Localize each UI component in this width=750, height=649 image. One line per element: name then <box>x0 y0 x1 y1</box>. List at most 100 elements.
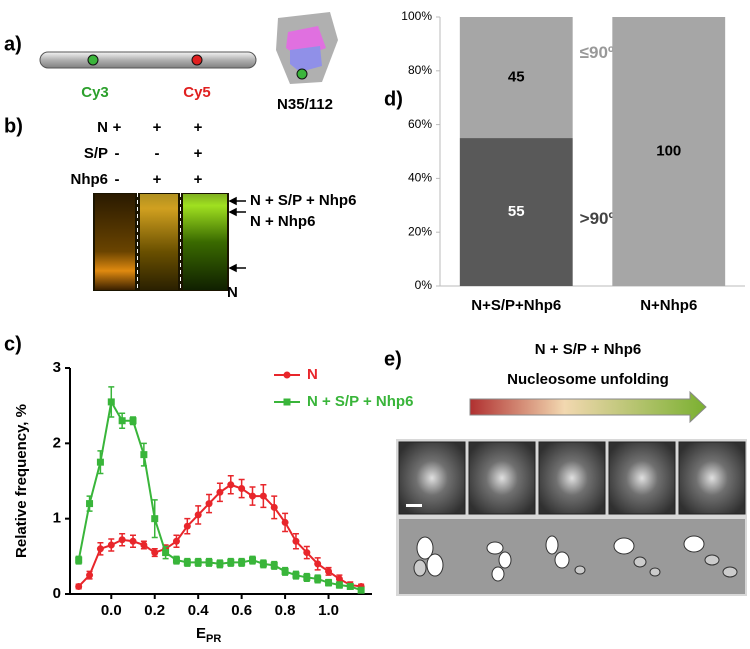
point <box>303 549 311 557</box>
row-label: S/P <box>84 145 108 162</box>
dna-rod <box>39 51 257 69</box>
point <box>238 558 246 566</box>
y-tick-label: 80% <box>408 63 432 77</box>
point <box>270 561 278 569</box>
point <box>227 481 235 489</box>
point <box>292 571 300 579</box>
point <box>86 500 94 508</box>
point <box>107 398 115 406</box>
legend-marker <box>283 398 291 406</box>
point <box>292 537 300 545</box>
point <box>281 567 289 575</box>
value-label: 55 <box>508 203 525 220</box>
point <box>86 571 94 579</box>
point <box>227 558 235 566</box>
bar-segment <box>459 138 573 286</box>
point <box>151 549 159 557</box>
point <box>335 581 343 589</box>
point <box>335 575 343 583</box>
x-tick-label: 0.4 <box>188 602 210 619</box>
y-tick-label: 0 <box>53 585 61 602</box>
point <box>270 503 278 511</box>
lane-sign: - <box>115 171 120 188</box>
point <box>216 488 224 496</box>
point <box>194 558 202 566</box>
point <box>75 582 83 590</box>
point <box>281 518 289 526</box>
row-label: Nhp6 <box>71 171 109 188</box>
value-label: 100 <box>656 142 681 159</box>
lane-sign: + <box>153 171 162 188</box>
construct-label: N35/112 <box>277 96 333 113</box>
gel-lane <box>183 194 227 290</box>
x-tick-label: N+S/P+Nhp6 <box>471 297 561 314</box>
bar-segment <box>612 17 726 286</box>
value-label: 45 <box>508 68 525 85</box>
y-tick-label: 0% <box>415 278 433 292</box>
row-label: N <box>97 119 108 136</box>
band-label: N <box>227 284 238 301</box>
point <box>314 560 322 568</box>
series-annotation: >90º <box>580 209 615 228</box>
point <box>140 541 148 549</box>
point <box>172 537 180 545</box>
point <box>314 575 322 583</box>
panel-label: d) <box>384 88 403 110</box>
point <box>107 541 115 549</box>
y-tick-label: 2 <box>53 434 61 451</box>
cartoons <box>399 519 745 594</box>
point <box>325 567 333 575</box>
point <box>194 511 202 519</box>
lane-sign: + <box>194 171 203 188</box>
point <box>151 515 159 523</box>
point <box>249 556 257 564</box>
nucleosome-icon <box>276 12 338 84</box>
point <box>118 536 126 544</box>
lane-sign: - <box>115 145 120 162</box>
panel-label: e) <box>384 348 402 370</box>
lane-sign: + <box>153 119 162 136</box>
x-axis-label-sub: PR <box>206 633 221 645</box>
legend-label: N <box>307 366 318 383</box>
point <box>303 573 311 581</box>
legend-label: N + S/P + Nhp6 <box>307 393 413 410</box>
point <box>216 560 224 568</box>
x-tick-label: N+Nhp6 <box>640 297 697 314</box>
y-tick-label: 100% <box>401 9 432 23</box>
cy3-dot <box>87 54 99 66</box>
point <box>162 549 170 557</box>
dye-label: Cy5 <box>183 84 211 101</box>
point <box>183 558 191 566</box>
lane-sign: + <box>113 119 122 136</box>
point <box>96 458 104 466</box>
y-tick-label: 3 <box>53 359 61 376</box>
x-tick-label: 0.0 <box>101 602 122 619</box>
band-arrows <box>228 196 246 273</box>
panel-label: a) <box>4 33 22 55</box>
cy5-dot <box>191 54 203 66</box>
unfolding-arrow <box>469 390 707 424</box>
point <box>205 500 213 508</box>
panel-subtitle: Nucleosome unfolding <box>507 371 669 388</box>
point <box>238 485 246 493</box>
point <box>249 492 257 500</box>
x-tick-label: 0.8 <box>275 602 296 619</box>
y-tick-label: 1 <box>53 510 61 527</box>
panel-title: N + S/P + Nhp6 <box>535 341 641 358</box>
panel-label: b) <box>4 115 23 137</box>
lane-sign: - <box>155 145 160 162</box>
y-tick-label: 20% <box>408 224 432 238</box>
lane-sign: + <box>194 119 203 136</box>
point <box>118 417 126 425</box>
point <box>140 451 148 459</box>
point <box>346 582 354 590</box>
point <box>325 579 333 587</box>
y-tick-label: 60% <box>408 117 432 131</box>
x-tick-label: 0.2 <box>144 602 165 619</box>
point <box>259 492 267 500</box>
series-annotation: ≤90º <box>580 43 614 62</box>
band-label: N + Nhp6 <box>250 213 315 230</box>
gel-lane <box>140 194 178 290</box>
x-axis-label: E <box>196 625 206 642</box>
